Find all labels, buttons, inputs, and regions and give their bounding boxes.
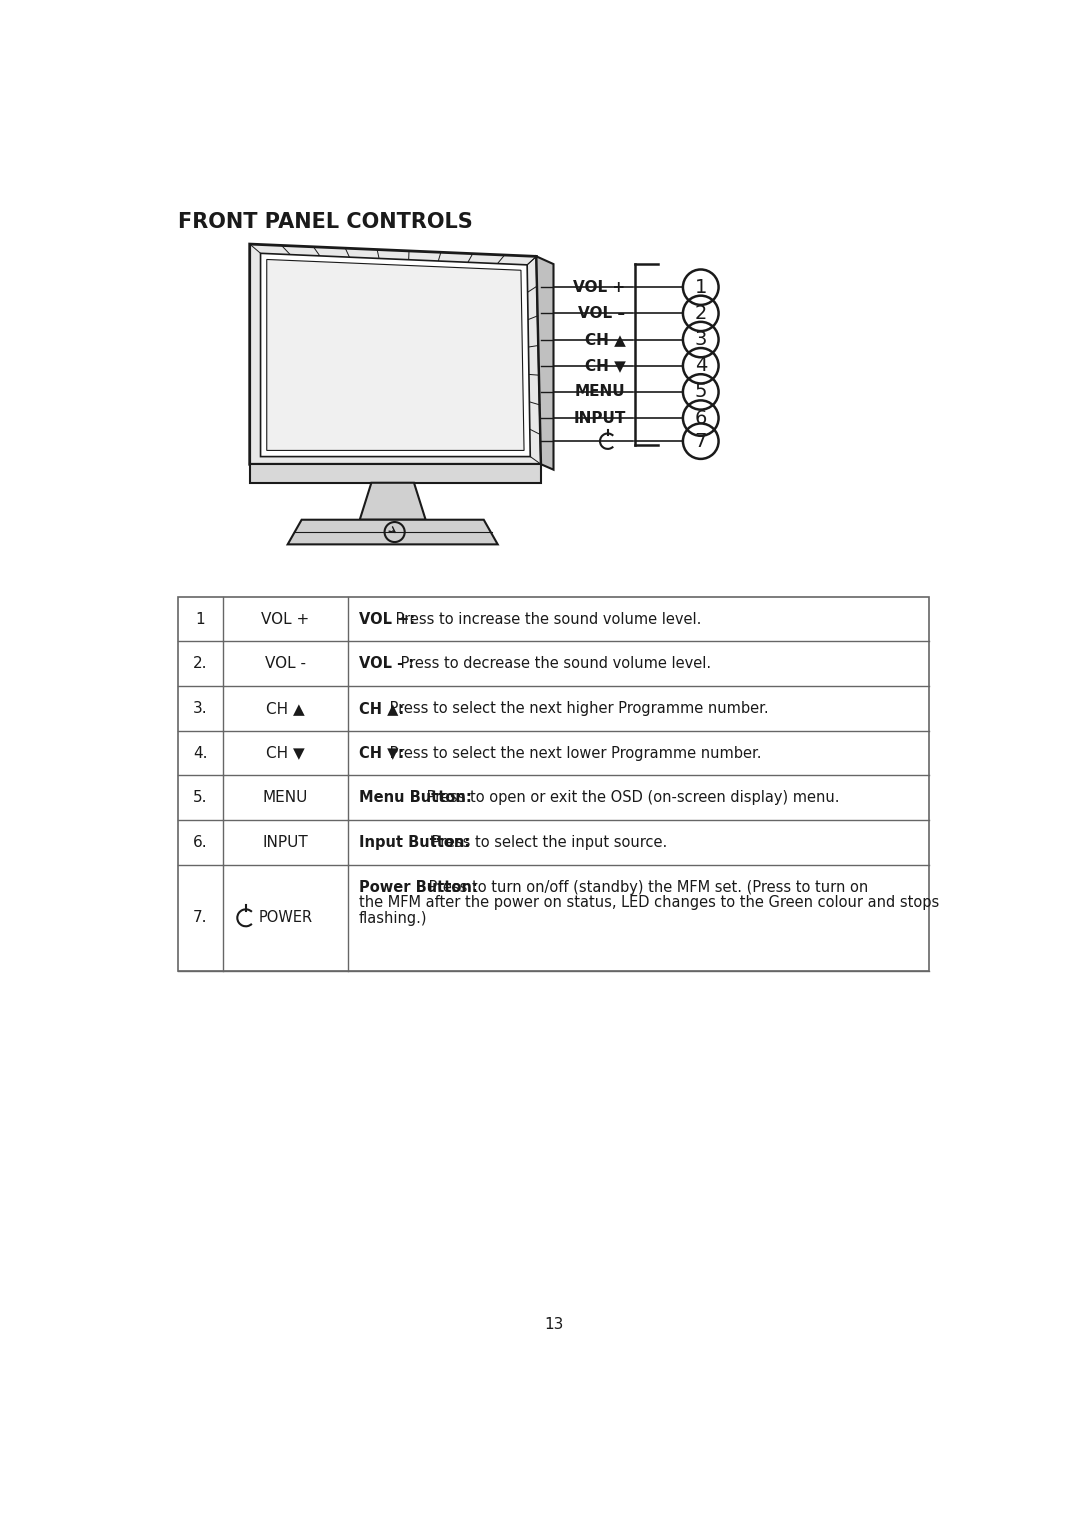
Text: 3: 3 <box>694 330 707 350</box>
Text: 7: 7 <box>694 432 707 450</box>
Text: 6: 6 <box>694 409 707 428</box>
Text: Power Button:: Power Button: <box>359 880 477 895</box>
Polygon shape <box>249 244 541 464</box>
Polygon shape <box>249 464 541 483</box>
Polygon shape <box>360 483 426 519</box>
Text: Press to open or exit the OSD (on-screen display) menu.: Press to open or exit the OSD (on-screen… <box>422 789 840 805</box>
Text: Press to select the input source.: Press to select the input source. <box>428 835 667 851</box>
Text: the MFM after the power on status, LED changes to the Green colour and stops: the MFM after the power on status, LED c… <box>359 895 940 910</box>
Text: INPUT: INPUT <box>573 411 625 426</box>
Text: VOL –: VOL – <box>579 305 625 321</box>
Polygon shape <box>260 253 530 457</box>
Text: 13: 13 <box>544 1316 563 1332</box>
Polygon shape <box>287 519 498 544</box>
Text: 2: 2 <box>694 304 707 322</box>
Text: VOL - :: VOL - : <box>359 657 414 672</box>
Text: Menu Button:: Menu Button: <box>359 789 472 805</box>
Text: 1: 1 <box>195 611 205 626</box>
Text: CH ▲: CH ▲ <box>584 331 625 347</box>
Text: 5.: 5. <box>193 789 207 805</box>
Text: flashing.): flashing.) <box>359 912 428 925</box>
Text: POWER: POWER <box>258 910 312 925</box>
Text: Press to increase the sound volume level.: Press to increase the sound volume level… <box>391 611 701 626</box>
Text: VOL +:: VOL +: <box>359 611 415 626</box>
Text: VOL +: VOL + <box>261 611 310 626</box>
Text: 1: 1 <box>694 278 707 296</box>
Text: CH ▼: CH ▼ <box>266 745 305 760</box>
Text: 3.: 3. <box>193 701 207 716</box>
Text: Input Button:: Input Button: <box>359 835 470 851</box>
Text: CH ▼:: CH ▼: <box>359 745 404 760</box>
Text: 4: 4 <box>694 356 707 376</box>
Polygon shape <box>537 257 554 470</box>
Text: Press to select the next higher Programme number.: Press to select the next higher Programm… <box>386 701 769 716</box>
Text: MENU: MENU <box>262 789 308 805</box>
Text: Press to decrease the sound volume level.: Press to decrease the sound volume level… <box>396 657 711 672</box>
Text: 2.: 2. <box>193 657 207 672</box>
Text: VOL -: VOL - <box>265 657 306 672</box>
Text: 4.: 4. <box>193 745 207 760</box>
Bar <box>177 597 930 971</box>
Text: Press to select the next lower Programme number.: Press to select the next lower Programme… <box>386 745 761 760</box>
Text: Press to turn on/off (standby) the MFM set. (Press to turn on: Press to turn on/off (standby) the MFM s… <box>424 880 868 895</box>
Text: CH ▲: CH ▲ <box>266 701 305 716</box>
Polygon shape <box>267 260 524 450</box>
Text: CH ▲:: CH ▲: <box>359 701 404 716</box>
Text: VOL +: VOL + <box>573 279 625 295</box>
Text: FRONT PANEL CONTROLS: FRONT PANEL CONTROLS <box>177 212 472 232</box>
Text: MENU: MENU <box>575 385 625 400</box>
Text: 6.: 6. <box>193 835 207 851</box>
Text: INPUT: INPUT <box>262 835 308 851</box>
Text: CH ▼: CH ▼ <box>584 359 625 373</box>
Text: 5: 5 <box>694 382 707 402</box>
Text: 7.: 7. <box>193 910 207 925</box>
